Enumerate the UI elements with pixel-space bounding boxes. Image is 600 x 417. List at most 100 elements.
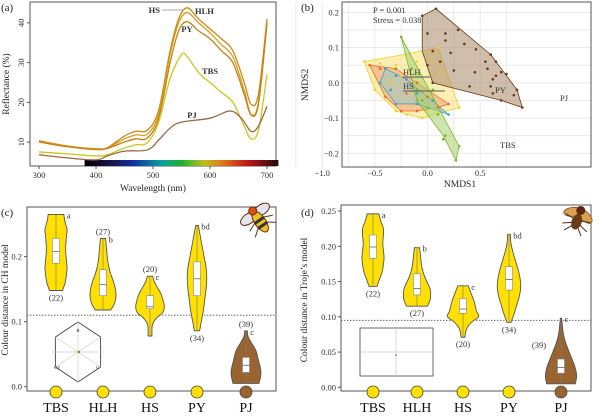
panel-label-c: (c)	[1, 207, 14, 219]
point-pj	[491, 92, 495, 95]
colour-dot-hs	[456, 385, 470, 399]
significance-letter: b	[109, 235, 113, 245]
point-hlh	[447, 102, 450, 106]
significance-letter: c	[565, 314, 569, 324]
point-hlh	[384, 95, 387, 99]
point-py	[410, 92, 414, 95]
category-label: HLH	[89, 401, 118, 416]
category-label: PJ	[239, 401, 253, 416]
x-tick-label: −0.5	[367, 168, 382, 178]
point-py	[373, 88, 377, 92]
category-label: TBS	[360, 401, 386, 416]
point-pj	[449, 51, 452, 55]
series-label-hlh: HLH	[195, 6, 214, 16]
x-tick-label: 0.5	[475, 168, 486, 178]
x-tick-label: 300	[33, 170, 46, 180]
y-tick-label: 0.0	[328, 78, 339, 88]
box-iqr	[557, 358, 565, 374]
y-tick-label: −0.1	[324, 113, 339, 123]
colour-dot-py	[190, 385, 204, 399]
point-py	[394, 109, 398, 113]
y-axis-label: NMDS2	[301, 69, 311, 101]
inset-points	[77, 350, 81, 354]
sample-size: (34)	[502, 324, 516, 334]
point-py	[415, 60, 419, 63]
box-iqr	[52, 238, 60, 264]
significance-letter: bd	[201, 222, 210, 232]
point-tbs	[410, 67, 414, 70]
hull-tbs	[400, 36, 460, 162]
point-pj	[444, 39, 447, 42]
y-tick-label: 0.0	[11, 382, 22, 392]
point-hlh	[394, 67, 398, 70]
point-pj	[512, 93, 516, 97]
category-label: HS	[141, 401, 159, 416]
point-pj	[474, 48, 478, 51]
chart-d-troje-model: 0.00 0.05 0.10 0.15 0.20 0.25 Colour distance …	[300, 204, 592, 416]
significance-letter: c	[156, 272, 160, 282]
point-pj	[499, 70, 503, 74]
y-tick-label: 10	[16, 138, 26, 147]
sample-size: (34)	[190, 333, 204, 343]
sample-size: (22)	[366, 288, 380, 298]
point-pj	[489, 85, 492, 88]
point-tbs	[457, 144, 461, 148]
inset-label-b: B	[76, 328, 79, 333]
point-hlh	[399, 109, 403, 113]
inset-points	[395, 354, 397, 356]
y-tick-label: 0.1	[11, 317, 22, 327]
point-py	[436, 46, 440, 49]
point-py	[389, 81, 392, 85]
p-value: P = 0.001	[373, 5, 406, 15]
x-axis-label: NMDS1	[444, 180, 476, 190]
sample-size: (20)	[456, 339, 470, 349]
sample-size: (39)	[239, 319, 253, 329]
point-hs	[378, 81, 382, 85]
point-hs	[394, 74, 398, 78]
box-iqr	[146, 295, 154, 310]
sample-size: (27)	[96, 227, 110, 237]
point-pj	[515, 88, 519, 92]
point-hlh	[415, 109, 419, 113]
point-hlh	[436, 106, 440, 109]
point-tbs	[431, 88, 435, 92]
group-label-hs: HS	[403, 81, 414, 91]
x-tick-label: 600	[204, 170, 217, 180]
point-pj	[499, 99, 503, 102]
point-tbs	[415, 88, 419, 92]
point-pj	[463, 42, 466, 46]
point-pj	[431, 49, 435, 53]
y-tick-label: 0.2	[328, 7, 339, 17]
chart-a-reflectance: 300 400 500 600 700 10 20 30 40 Wavelength (nm) Re…	[1, 1, 279, 194]
point-pj	[452, 69, 456, 72]
point-hs	[431, 99, 435, 102]
point-pj	[434, 7, 438, 11]
point-pj	[456, 28, 460, 32]
series-label-pj: PJ	[187, 110, 197, 120]
point-pj	[431, 81, 435, 85]
point-pj	[491, 77, 495, 81]
significance-letter: a	[67, 210, 71, 220]
point-pj	[505, 72, 508, 76]
point-hs	[405, 77, 408, 81]
category-label: HS	[454, 401, 472, 416]
point-tbs	[399, 35, 403, 39]
category-label: PJ	[554, 401, 568, 416]
y-tick-label: −0.2	[324, 148, 339, 158]
point-tbs	[436, 113, 440, 116]
sample-size: (22)	[49, 293, 63, 303]
point-pj	[520, 106, 524, 109]
category-label: PY	[188, 401, 206, 416]
colour-dot-pj	[554, 385, 568, 399]
y-tick-label: 0.1	[328, 43, 339, 53]
point-tbs	[441, 137, 445, 141]
significance-letter: c	[471, 282, 475, 292]
y-tick-label: 30	[16, 58, 26, 67]
category-label: HLH	[403, 401, 432, 416]
colour-dot-tbs	[366, 385, 380, 399]
panel-label-d: (d)	[301, 207, 314, 219]
point-hs	[384, 67, 387, 70]
sample-size: (20)	[143, 264, 157, 274]
colour-dot-hs	[143, 385, 157, 399]
